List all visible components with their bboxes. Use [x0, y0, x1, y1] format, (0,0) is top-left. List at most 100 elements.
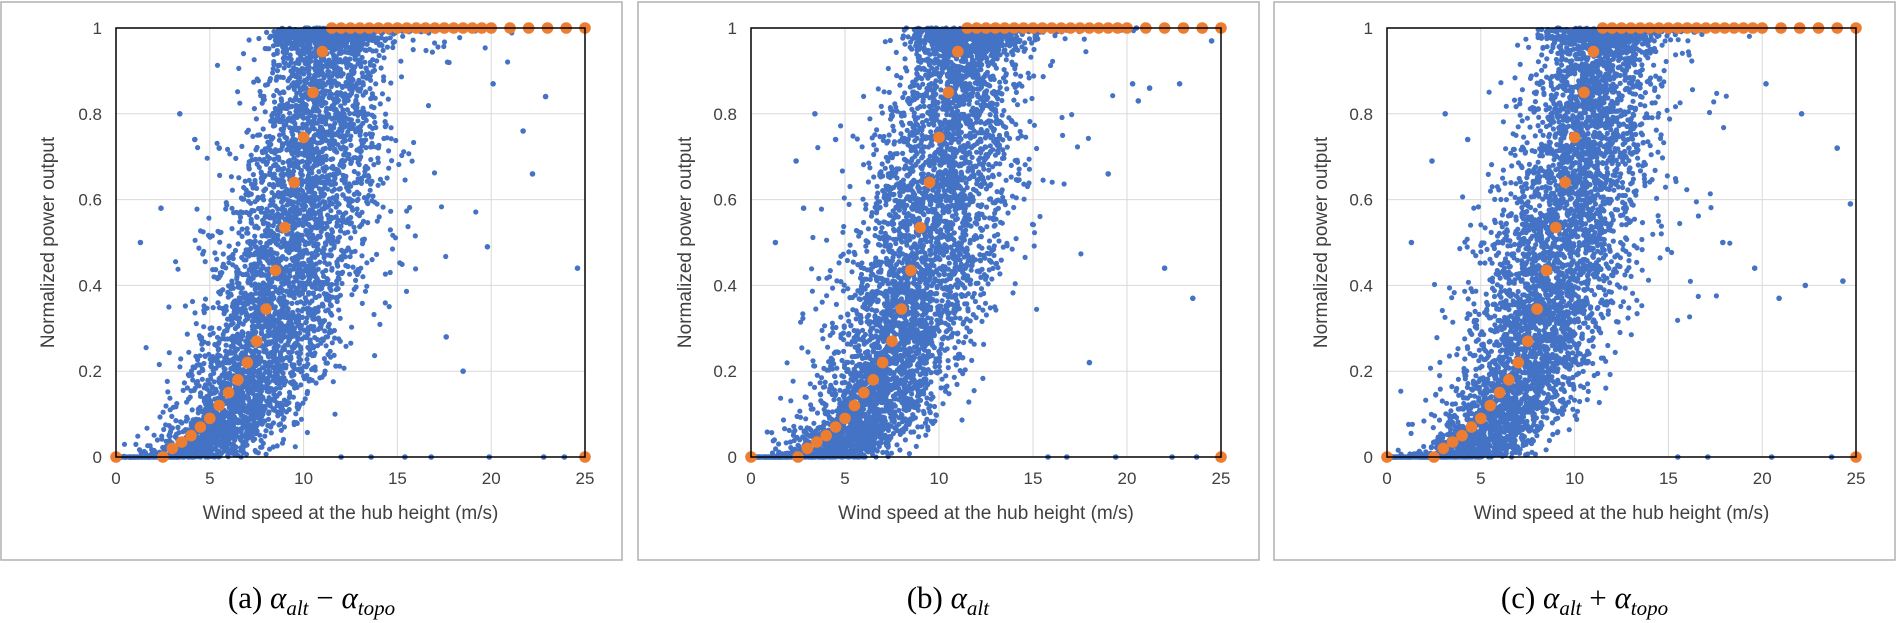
measured-point: [349, 292, 355, 298]
measured-point: [304, 185, 310, 191]
measured-point: [338, 73, 344, 79]
measured-point: [412, 233, 418, 239]
measured-point: [425, 103, 432, 109]
measured-point: [298, 106, 304, 112]
measured-point: [388, 125, 394, 131]
measured-point: [312, 367, 318, 373]
measured-point: [396, 161, 402, 168]
measured-point: [372, 353, 378, 359]
measured-point: [423, 47, 429, 54]
measured-point: [270, 70, 276, 76]
measured-point: [310, 202, 316, 208]
measured-point: [280, 74, 286, 81]
measured-point: [292, 316, 299, 322]
measured-point: [250, 133, 256, 139]
measured-point: [353, 108, 360, 114]
measured-point: [251, 401, 257, 407]
measured-point: [410, 47, 416, 53]
measured-point: [473, 209, 479, 215]
measured-point: [367, 86, 373, 92]
measured-point: [271, 156, 277, 162]
measured-point: [360, 114, 367, 121]
measured-point: [268, 198, 274, 204]
measured-point: [289, 129, 295, 135]
measured-point: [272, 219, 278, 225]
measured-point: [280, 178, 286, 185]
measured-point: [365, 111, 371, 117]
measured-point: [253, 449, 259, 455]
measured-point: [390, 232, 396, 238]
measured-point: [376, 52, 382, 59]
measured-point: [347, 271, 353, 277]
measured-point: [196, 245, 202, 251]
measured-point: [298, 346, 304, 352]
measured-point: [358, 63, 364, 70]
measured-point: [194, 206, 200, 212]
measured-point: [270, 182, 276, 188]
measured-point: [294, 66, 300, 72]
measured-point: [334, 65, 341, 71]
measured-point: [299, 158, 305, 164]
measured-point: [161, 426, 167, 433]
measured-point: [281, 65, 287, 71]
measured-point: [323, 343, 329, 349]
measured-point: [278, 147, 284, 153]
measured-point: [266, 222, 272, 228]
measured-point: [339, 280, 345, 287]
measured-point: [167, 395, 173, 401]
measured-point: [364, 283, 370, 289]
measured-point: [274, 443, 280, 449]
measured-point: [379, 91, 386, 97]
measured-point: [279, 369, 286, 376]
measured-point: [246, 37, 252, 43]
measured-point: [359, 221, 365, 228]
measured-point: [278, 356, 284, 362]
measured-point: [228, 366, 234, 372]
measured-point: [322, 259, 328, 265]
measured-point: [287, 336, 293, 342]
measured-point: [307, 306, 313, 312]
measured-point: [283, 362, 289, 368]
measured-point: [212, 250, 218, 256]
measured-point: [371, 114, 377, 120]
measured-point: [217, 239, 223, 245]
measured-point: [278, 285, 284, 291]
measured-point: [303, 105, 309, 111]
measured-point: [210, 330, 216, 336]
measured-point: [268, 430, 274, 436]
measured-point: [334, 59, 341, 65]
measured-point: [324, 360, 330, 366]
measured-point: [242, 290, 248, 296]
measured-point: [269, 190, 275, 196]
measured-point: [232, 247, 239, 254]
measured-point: [264, 253, 270, 259]
measured-point: [236, 320, 242, 326]
measured-point: [298, 357, 304, 363]
measured-point: [301, 216, 307, 222]
measured-point: [237, 219, 243, 225]
measured-point: [285, 158, 291, 164]
measured-point: [256, 255, 262, 262]
measured-point: [329, 229, 336, 235]
measured-point: [169, 413, 175, 419]
measured-point: [266, 232, 273, 239]
measured-point: [344, 94, 351, 100]
measured-point: [398, 58, 404, 64]
measured-point: [228, 254, 234, 260]
measured-point: [291, 362, 297, 368]
measured-point: [239, 226, 245, 232]
measured-point: [280, 131, 286, 137]
measured-point: [308, 227, 314, 233]
measured-point: [249, 410, 255, 416]
measured-point: [338, 103, 344, 109]
measured-point: [309, 124, 315, 130]
measured-point: [121, 441, 128, 447]
measured-point: [192, 365, 198, 371]
measured-point: [375, 155, 381, 161]
measured-point: [213, 443, 219, 449]
measured-point: [289, 231, 295, 237]
measured-point: [340, 139, 346, 145]
measured-point: [302, 163, 308, 169]
measured-point: [356, 191, 362, 197]
measured-point: [328, 156, 334, 162]
